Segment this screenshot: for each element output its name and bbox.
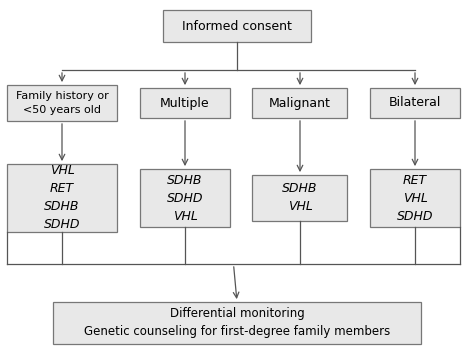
Text: Differential monitoring
Genetic counseling for first-degree family members: Differential monitoring Genetic counseli… (84, 308, 390, 339)
Text: VHL
RET
SDHB
SDHD: VHL RET SDHB SDHD (44, 164, 80, 231)
FancyBboxPatch shape (370, 169, 460, 227)
Text: Malignant: Malignant (269, 96, 331, 110)
FancyBboxPatch shape (140, 88, 230, 118)
FancyBboxPatch shape (163, 10, 311, 42)
FancyBboxPatch shape (253, 175, 347, 221)
FancyBboxPatch shape (140, 169, 230, 227)
Text: Multiple: Multiple (160, 96, 210, 110)
Text: Bilateral: Bilateral (389, 96, 441, 110)
Text: Family history or
<50 years old: Family history or <50 years old (16, 91, 109, 115)
FancyBboxPatch shape (370, 88, 460, 118)
Text: SDHB
SDHD
VHL: SDHB SDHD VHL (167, 173, 203, 222)
FancyBboxPatch shape (53, 302, 421, 344)
Text: Informed consent: Informed consent (182, 20, 292, 32)
FancyBboxPatch shape (7, 85, 117, 121)
FancyBboxPatch shape (7, 164, 117, 232)
FancyBboxPatch shape (253, 88, 347, 118)
Text: RET
VHL
SDHD: RET VHL SDHD (397, 173, 433, 222)
Text: SDHB
VHL: SDHB VHL (282, 183, 318, 214)
